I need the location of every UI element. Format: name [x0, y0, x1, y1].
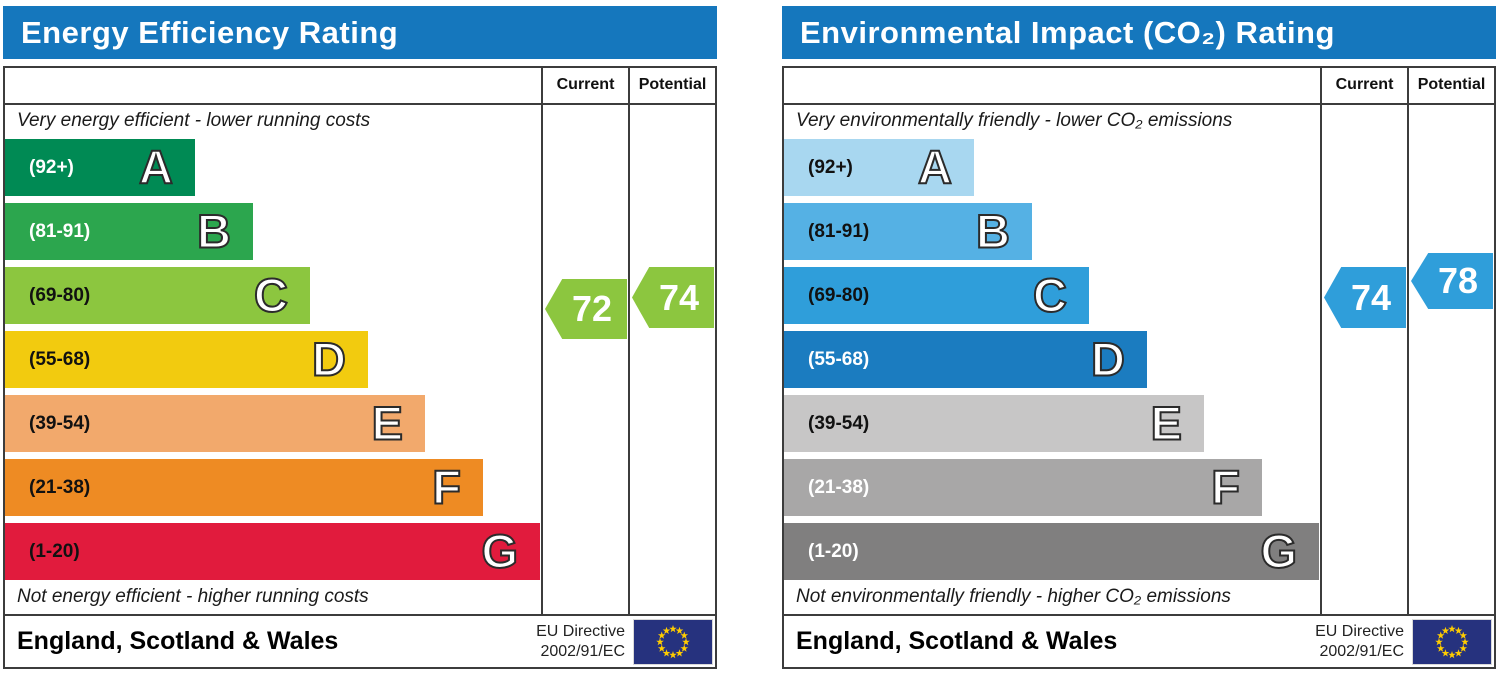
chart-area: Current Potential Very environmentally f…: [782, 66, 1496, 616]
potential-column-header: Potential: [638, 76, 707, 93]
rating-band-a: (92+) A: [784, 139, 974, 196]
band-letter: F: [431, 460, 462, 514]
current-rating-value: 72: [571, 288, 613, 329]
current-rating-value: 74: [1350, 276, 1392, 318]
chart-title: Environmental Impact (CO₂) Rating: [800, 14, 1335, 50]
current-rating-arrow: 74: [1324, 267, 1406, 328]
potential-rating-value: 78: [1437, 260, 1479, 301]
band-letter: C: [1032, 268, 1068, 322]
band-range-label: (21-38): [29, 476, 91, 498]
region-label: England, Scotland & Wales: [17, 627, 339, 655]
eu-flag-stars: [656, 624, 690, 658]
rating-band-f: (21-38) F: [784, 459, 1262, 516]
current-rating-arrow: 72: [545, 279, 627, 339]
eu-directive-label: EU Directive 2002/91/EC: [1315, 622, 1404, 662]
rating-band-d: (55-68) D: [5, 331, 368, 388]
current-column-header: Current: [556, 76, 615, 93]
band-range-label: (81-91): [808, 220, 870, 242]
current-column-divider: [1320, 68, 1322, 614]
band-range-label: (21-38): [808, 476, 870, 498]
rating-band-c: (69-80) C: [5, 267, 310, 324]
rating-band-g: (1-20) G: [5, 523, 540, 580]
eu-directive-line1: EU Directive: [536, 622, 625, 640]
band-letter: A: [138, 140, 174, 194]
band-range-label: (69-80): [29, 284, 91, 306]
band-range-label: (1-20): [808, 540, 859, 562]
chart-title: Energy Efficiency Rating: [21, 14, 399, 50]
band-range-label: (55-68): [808, 348, 870, 370]
potential-column-divider: [1407, 68, 1409, 614]
band-letter: D: [311, 332, 347, 386]
band-letter: F: [1210, 460, 1241, 514]
current-column-divider: [541, 68, 543, 614]
energy-efficiency-panel: Energy Efficiency Rating Current Potenti…: [3, 6, 717, 669]
eu-flag-stars: [1435, 624, 1469, 658]
environmental-impact-panel: Environmental Impact (CO₂) Rating Curren…: [782, 6, 1496, 669]
potential-column-header: Potential: [1417, 76, 1486, 93]
eu-flag: [634, 619, 712, 664]
band-range-label: (55-68): [29, 348, 91, 370]
header-divider: [784, 103, 1494, 105]
top-caption: Very energy efficient - lower running co…: [17, 110, 371, 131]
band-letter: G: [480, 524, 519, 578]
footer: England, Scotland & Wales EU Directive 2…: [782, 614, 1496, 669]
eu-directive-line1: EU Directive: [1315, 622, 1404, 640]
band-letter: C: [253, 268, 289, 322]
bottom-caption: Not energy efficient - higher running co…: [17, 586, 369, 607]
band-letter: E: [1150, 396, 1183, 450]
current-column-header: Current: [1335, 76, 1394, 93]
rating-band-e: (39-54) E: [5, 395, 425, 452]
rating-band-b: (81-91) B: [784, 203, 1032, 260]
potential-rating-value: 74: [658, 276, 700, 318]
rating-band-f: (21-38) F: [5, 459, 483, 516]
rating-band-e: (39-54) E: [784, 395, 1204, 452]
chart-title-bar: Environmental Impact (CO₂) Rating: [782, 6, 1496, 59]
band-range-label: (39-54): [29, 412, 91, 434]
band-range-label: (1-20): [29, 540, 80, 562]
band-letter: D: [1090, 332, 1126, 386]
band-letter: B: [196, 204, 232, 258]
header-divider: [5, 103, 715, 105]
rating-band-b: (81-91) B: [5, 203, 253, 260]
region-label: England, Scotland & Wales: [796, 627, 1118, 655]
eu-directive-label: EU Directive 2002/91/EC: [536, 622, 625, 662]
eu-directive-line2: 2002/91/EC: [540, 642, 625, 660]
chart-area: Current Potential Very energy efficient …: [3, 66, 717, 616]
band-letter: A: [917, 140, 953, 194]
band-letter: B: [975, 204, 1011, 258]
band-range-label: (92+): [29, 156, 74, 178]
band-range-label: (69-80): [808, 284, 870, 306]
band-letter: G: [1259, 524, 1298, 578]
rating-band-c: (69-80) C: [784, 267, 1089, 324]
band-range-label: (39-54): [808, 412, 870, 434]
potential-rating-arrow: 78: [1411, 253, 1493, 309]
top-caption: Very environmentally friendly - lower CO…: [796, 110, 1233, 131]
rating-band-g: (1-20) G: [784, 523, 1319, 580]
rating-band-a: (92+) A: [5, 139, 195, 196]
potential-column-divider: [628, 68, 630, 614]
bottom-caption: Not environmentally friendly - higher CO…: [796, 586, 1231, 607]
rating-band-d: (55-68) D: [784, 331, 1147, 388]
chart-title-bar: Energy Efficiency Rating: [3, 6, 717, 59]
potential-rating-arrow: 74: [632, 267, 714, 328]
band-range-label: (81-91): [29, 220, 91, 242]
band-letter: E: [371, 396, 404, 450]
eu-flag: [1413, 619, 1491, 664]
band-range-label: (92+): [808, 156, 853, 178]
footer: England, Scotland & Wales EU Directive 2…: [3, 614, 717, 669]
eu-directive-line2: 2002/91/EC: [1319, 642, 1404, 660]
